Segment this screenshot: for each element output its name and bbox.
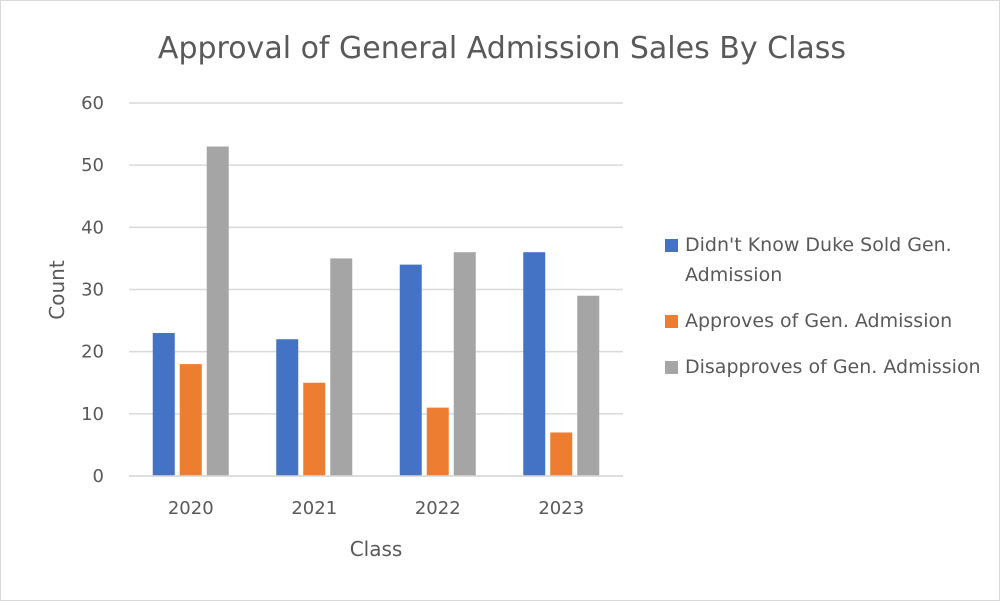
x-axis-ticks: 2020 2021 2022 2023 <box>168 498 584 519</box>
legend-label: Didn't Know Duke Sold Gen. Admission <box>685 234 952 286</box>
x-tick-label: 2021 <box>291 498 337 519</box>
y-tick-label: 40 <box>81 217 104 238</box>
legend-item: Disapproves of Gen. Admission <box>665 352 985 382</box>
legend-swatch <box>665 361 678 374</box>
y-tick-label: 50 <box>81 155 104 176</box>
legend-label: Disapproves of Gen. Admission <box>685 356 981 378</box>
gridlines <box>129 102 623 477</box>
bar-2021-series-2 <box>330 258 353 476</box>
bar-2023-series-0 <box>523 252 546 476</box>
x-axis-label: Class <box>350 537 403 561</box>
y-axis-ticks: 0 10 20 30 40 50 60 <box>81 93 104 487</box>
bar-2020-series-0 <box>152 333 175 476</box>
y-tick-label: 0 <box>93 466 104 487</box>
x-tick-label: 2020 <box>168 498 214 519</box>
bar-2023-series-2 <box>577 295 600 476</box>
x-tick-label: 2022 <box>415 498 461 519</box>
bar-2022-series-2 <box>453 252 476 476</box>
y-tick-label: 20 <box>81 342 104 363</box>
bar-2022-series-1 <box>426 407 449 476</box>
x-tick-label: 2023 <box>538 498 584 519</box>
legend-swatch <box>665 315 678 328</box>
y-tick-label: 30 <box>81 280 104 301</box>
bar-2021-series-1 <box>303 382 326 476</box>
bar-2022-series-0 <box>399 264 422 476</box>
legend-label: Approves of Gen. Admission <box>685 310 953 332</box>
chart-title: Approval of General Admission Sales By C… <box>158 31 846 66</box>
bars <box>129 146 623 477</box>
y-axis-label: Count <box>45 260 69 320</box>
y-tick-label: 10 <box>81 404 104 425</box>
bar-2023-series-1 <box>550 432 573 476</box>
legend-item: Approves of Gen. Admission <box>665 306 985 336</box>
bar-2020-series-2 <box>206 146 229 476</box>
legend-swatch <box>665 239 678 252</box>
legend: Didn't Know Duke Sold Gen. Admission Appr… <box>665 230 985 398</box>
legend-item: Didn't Know Duke Sold Gen. Admission <box>665 230 985 290</box>
bar-2020-series-1 <box>179 364 202 476</box>
y-tick-label: 60 <box>81 93 104 114</box>
bar-2021-series-0 <box>276 339 299 476</box>
